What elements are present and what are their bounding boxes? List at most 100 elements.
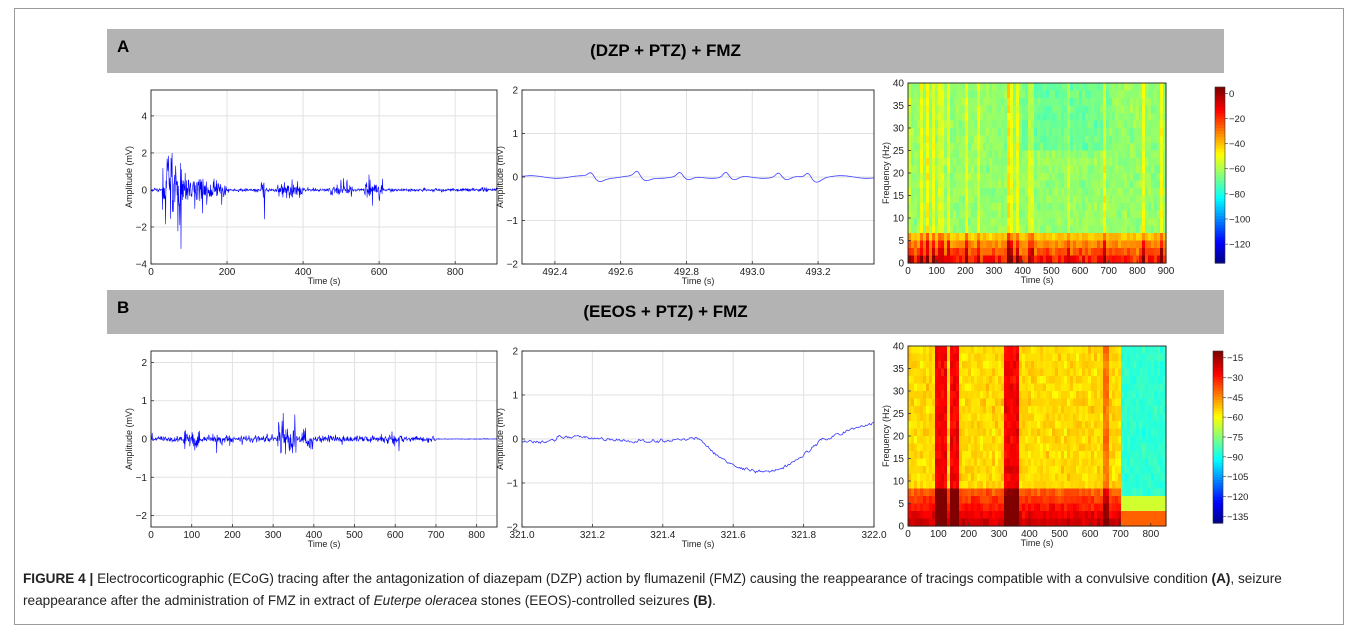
panel-b-spectrogram-colorbar-label-6: −105 xyxy=(1227,472,1248,483)
panel-b-spectrogram-colorbar: −15 −30 −45 −60 −75 −90 −105 −120 −135 xyxy=(1212,350,1248,524)
panel-a-spectrogram-y-tick-label-0: 40 xyxy=(893,79,905,90)
panel-b-spectrogram-x-tick-label-7: 700 xyxy=(1112,529,1129,540)
panel-a-spectrogram-colorbar-label-2: −40 xyxy=(1229,139,1245,150)
panel-b-spectrogram-colorbar-label-2: −45 xyxy=(1227,393,1243,404)
panel-b-spectrogram-x-tick-label-8: 800 xyxy=(1142,529,1159,540)
panel-a-title: (DZP + PTZ) + FMZ xyxy=(590,41,741,60)
panel-a-letter: A xyxy=(117,37,130,56)
panel-b-spectrogram-x-tick-label-2: 200 xyxy=(960,529,977,540)
panel-a-spectrogram-x-tick-label-2: 200 xyxy=(957,266,974,277)
panel-a-spectrogram-colorbar-label-4: −80 xyxy=(1229,189,1245,200)
panel-a-trace-x-tick-label-4: 800 xyxy=(447,267,464,278)
panel-a-trace-x-tick-label-1: 200 xyxy=(219,267,236,278)
panel-a-spectrogram-colorbar: 0 −20 −40 −60 −80 −100 −120 xyxy=(1214,86,1250,264)
panel-b-trace-x-tick-label-5: 500 xyxy=(346,530,363,541)
panel-a-spectrogram-y-tick-label-4: 20 xyxy=(893,169,905,180)
panel-b-zoom-x-tick-label-5: 322.0 xyxy=(861,530,886,541)
panel-a-zoom-y-tick-label-1: 1 xyxy=(512,129,518,140)
panel-b-ecog-zoom-chart: 321.0 321.2 321.4 321.6 321.8 322.0 2 1 0 −1 −2 Tim… xyxy=(495,347,887,550)
panel-a-zoom-x-tick-label-4: 493.2 xyxy=(806,267,831,278)
panel-a-trace-plot-bg xyxy=(151,90,497,264)
panel-a-trace-y-tick-label-2: 0 xyxy=(141,185,147,196)
panel-b-spectrogram-colorbar-label-8: −135 xyxy=(1227,512,1248,523)
caption-text-1: Electrocorticographic (ECoG) tracing aft… xyxy=(97,571,1208,586)
panel-b-spectrogram-heatmap-cells xyxy=(908,346,1167,527)
panel-b-spectrogram-x-tick-label-5: 500 xyxy=(1051,529,1068,540)
panel-b-spectrogram-y-tick-label-3: 25 xyxy=(893,409,905,420)
panel-a-spectrogram-colorbar-label-1: −20 xyxy=(1229,114,1245,125)
panel-b-spectrogram-x-tick-label-0: 0 xyxy=(905,529,911,540)
panel-b-zoom-x-tick-label-2: 321.4 xyxy=(650,530,675,541)
panel-a-zoom-y-tick-label-4: −2 xyxy=(507,260,519,271)
panel-b-letter: B xyxy=(117,298,130,317)
panel-b-zoom-y-axis-label: Amplitude (mV) xyxy=(495,408,505,470)
panel-b-trace-y-axis-label: Amplitude (mV) xyxy=(124,408,134,470)
panel-a-spectrogram-x-tick-label-6: 600 xyxy=(1072,266,1089,277)
panel-b-spectrogram-chart: 0 100 200 300 400 500 600 700 800 40 35 30 25 20 15 10 5… xyxy=(881,342,1167,548)
panel-b-spectrogram-y-tick-label-0: 40 xyxy=(893,342,905,353)
panel-a-zoom-y-tick-label-2: 0 xyxy=(512,173,518,184)
panel-b-spectrogram-colorbar-label-3: −60 xyxy=(1227,413,1243,424)
panel-a-trace-series-line xyxy=(150,152,498,249)
panel-a-spectrogram-x-tick-label-8: 800 xyxy=(1129,266,1146,277)
panel-b-spectrogram-y-tick-label-8: 0 xyxy=(898,522,904,533)
panel-a-zoom-x-axis-label: Time (s) xyxy=(682,276,715,286)
panel-a-trace-x-tick-label-0: 0 xyxy=(148,267,154,278)
panel-a-spectrogram-colorbar-label-6: −120 xyxy=(1229,240,1250,251)
panel-b-trace-x-tick-label-2: 200 xyxy=(224,530,241,541)
panel-a-trace-plot-frame xyxy=(150,89,498,265)
panel-b-spectrogram-y-axis-label: Frequency (Hz) xyxy=(881,405,891,467)
panel-a-spectrogram-y-tick-label-1: 35 xyxy=(893,101,905,112)
panel-a-spectrogram-y-tick-label-2: 30 xyxy=(893,124,905,135)
panel-b-trace-x-tick-label-7: 700 xyxy=(428,530,445,541)
panel-a-spectrogram-y-axis-label: Frequency (Hz) xyxy=(881,142,891,204)
panel-b-zoom-y-tick-label-4: −2 xyxy=(507,523,519,534)
figure-caption: FIGURE 4 | Electrocorticographic (ECoG) … xyxy=(23,568,1343,612)
panel-a-zoom-y-tick-label-0: 2 xyxy=(512,86,518,97)
panel-a-spectrogram-y-tick-label-5: 15 xyxy=(893,191,905,202)
panel-b-spectrogram-y-tick-label-5: 15 xyxy=(893,454,905,465)
panel-b-trace-x-tick-label-6: 600 xyxy=(387,530,404,541)
panel-b-spectrogram-colorbar-label-4: −75 xyxy=(1227,433,1243,444)
panel-b-zoom-x-tick-label-4: 321.8 xyxy=(791,530,816,541)
panel-b-zoom-x-tick-label-1: 321.2 xyxy=(580,530,605,541)
panel-b-spectrogram-colorbar-label-7: −120 xyxy=(1227,492,1248,503)
panel-a-spectrogram-x-tick-label-7: 700 xyxy=(1100,266,1117,277)
panel-a-zoom-x-tick-label-3: 493.0 xyxy=(740,267,765,278)
panel-b-trace-x-tick-label-3: 300 xyxy=(265,530,282,541)
panel-b-spectrogram-colorbar-label-0: −15 xyxy=(1227,353,1243,364)
panel-a-spectrogram-chart: 0 100 200 300 400 500 600 700 800 900403530252015… xyxy=(881,79,1175,286)
panel-a-spectrogram-x-tick-label-4: 400 xyxy=(1014,266,1031,277)
panel-a-zoom-y-axis-label: Amplitude (mV) xyxy=(495,146,505,208)
panel-a-zoom-x-tick-label-1: 492.6 xyxy=(608,267,633,278)
panel-b-trace-y-tick-label-4: −2 xyxy=(136,511,148,522)
panel-b-zoom-y-tick-label-0: 2 xyxy=(512,347,518,358)
caption-text-3: stones (EEOS)-controlled seizures xyxy=(480,593,690,608)
panel-b-trace-plot-frame xyxy=(150,350,498,528)
panel-a-trace-y-tick-label-0: 4 xyxy=(141,111,147,122)
panel-a-spectrogram-y-tick-label-8: 0 xyxy=(898,259,904,270)
panel-a-spectrogram-x-axis-label: Time (s) xyxy=(1021,275,1054,285)
panel-b-spectrogram-y-tick-label-4: 20 xyxy=(893,432,905,443)
panel-b-trace-x-tick-label-4: 400 xyxy=(305,530,322,541)
panel-a-zoom-series-line xyxy=(521,170,875,183)
caption-end: . xyxy=(712,593,716,608)
panel-a-spectrogram-y-tick-label-7: 5 xyxy=(898,236,904,247)
caption-ref-b: (B) xyxy=(693,593,713,608)
panel-b-spectrogram-y-tick-label-7: 5 xyxy=(898,499,904,510)
caption-species: Euterpe oleracea xyxy=(373,593,478,608)
panel-b-zoom-x-tick-label-3: 321.6 xyxy=(721,530,746,541)
panel-b-spectrogram-y-tick-label-1: 35 xyxy=(893,364,905,375)
panel-a-spectrogram-heatmap-cells xyxy=(908,83,1167,264)
caption-label: FIGURE 4 | xyxy=(23,571,94,586)
panel-b-zoom-y-tick-label-1: 1 xyxy=(512,391,518,402)
panel-a-spectrogram-plot-frame xyxy=(907,82,1167,264)
panel-a-header: A (DZP + PTZ) + FMZ xyxy=(107,29,1224,73)
panel-a-trace-y-axis-label: Amplitude (mV) xyxy=(124,146,134,208)
panel-a-zoom-y-tick-label-3: −1 xyxy=(507,216,519,227)
panel-b-spectrogram-x-tick-label-4: 400 xyxy=(1021,529,1038,540)
panel-a-trace-x-tick-label-3: 600 xyxy=(371,267,388,278)
panel-b-trace-y-tick-label-3: −1 xyxy=(136,473,148,484)
panel-a-spectrogram-x-tick-label-5: 500 xyxy=(1043,266,1060,277)
panel-a-trace-y-tick-label-3: −2 xyxy=(136,222,148,233)
